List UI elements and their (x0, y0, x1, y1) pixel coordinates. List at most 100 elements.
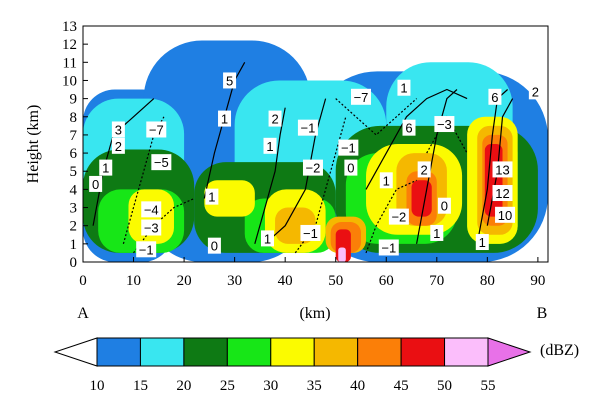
contour-label-text: −1 (301, 121, 316, 136)
contour-label: 5 (223, 72, 237, 89)
contour-label-text: 1 (208, 190, 215, 205)
contour-label-box (223, 72, 237, 89)
contour-label-text: 1 (400, 81, 407, 96)
contour-label-text: −3 (437, 117, 452, 132)
contour-label-text: 12 (495, 186, 509, 201)
contour-label-box (488, 88, 502, 105)
contour-label-box (99, 159, 113, 176)
colorbar-level-label: 55 (481, 378, 496, 394)
contour-label-box (350, 88, 371, 105)
contour-label: −5 (151, 154, 172, 171)
contour-label-text: 1 (102, 161, 109, 176)
contour-label-text: −7 (149, 122, 164, 137)
reflectivity-cell (484, 144, 503, 217)
y-tick-label: 8 (70, 110, 78, 126)
contour-label: 2 (111, 137, 125, 154)
contour-line-positive (486, 98, 514, 226)
y-tick-label: 7 (70, 128, 78, 144)
contour-label-box (434, 116, 455, 133)
colorbar-level-label: 30 (263, 378, 278, 394)
contour-label-box (146, 121, 167, 138)
contour-label-box (344, 159, 358, 176)
contour-label-text: −1 (341, 141, 356, 156)
x-tick-label: 0 (79, 273, 87, 289)
contour-label: −7 (350, 88, 371, 105)
contour-label-text: 5 (226, 73, 233, 88)
contour-label: 1 (218, 110, 232, 127)
y-tick-label: 0 (70, 255, 78, 271)
x-tick-label: 70 (429, 273, 444, 289)
contour-line-positive (254, 107, 286, 244)
contour-label-text: 3 (115, 122, 122, 137)
x-tick-label: 90 (530, 273, 545, 289)
contour-label: −1 (136, 241, 157, 258)
x-tick-label: 10 (126, 273, 141, 289)
contour-label-text: 1 (266, 139, 273, 154)
colorbar-swatch (226, 337, 272, 367)
contour-label-text: 0 (92, 177, 99, 192)
contour-label-text: 6 (491, 90, 498, 105)
contour-label-box (528, 83, 542, 100)
contour-label: 1 (475, 234, 489, 251)
contour-label-box (379, 172, 393, 189)
contour-label: 1 (99, 159, 113, 176)
contour-label: −4 (141, 201, 162, 218)
contour-label: −2 (388, 208, 409, 225)
contour-label-text: −2 (391, 210, 406, 225)
contour-label-text: 2 (532, 84, 539, 99)
y-tick-label: 2 (70, 219, 78, 235)
y-tick-label: 10 (62, 73, 77, 89)
contour-label: −1 (297, 119, 318, 136)
contour-label: −1 (378, 239, 399, 256)
contour-label-text: −1 (381, 240, 396, 255)
contour-label: 0 (207, 237, 221, 254)
x-tick-label: 40 (278, 273, 293, 289)
plot-frame (82, 25, 549, 263)
y-tick-label: 12 (62, 37, 77, 53)
contour-label-box (141, 219, 162, 236)
contour-label-box (205, 188, 219, 205)
x-axis-label: (km) (299, 305, 330, 322)
x-tick-label: 50 (328, 273, 343, 289)
colorbar: 10 15 20 25 30 35 40 45 50 55 (53, 337, 532, 394)
colorbar-level-label: 10 (90, 378, 105, 394)
contour-label-text: 1 (433, 226, 440, 241)
contour-label: 3 (111, 121, 125, 138)
contour-label-text: 0 (347, 161, 354, 176)
contour-line-positive (365, 88, 468, 190)
contour-label: 1 (205, 188, 219, 205)
colorbar-level-label: 50 (437, 378, 452, 394)
contour-label: 1 (263, 137, 277, 154)
y-tick-label: 1 (70, 237, 78, 253)
colorbar-unit: (dBZ) (540, 342, 579, 359)
contour-label-box (495, 206, 516, 223)
colorbar-level-label: 35 (307, 378, 322, 394)
contour-label: −7 (146, 121, 167, 138)
contour-label-text: 1 (479, 235, 486, 250)
colorbar-swatch (357, 337, 402, 367)
contour-label-box (475, 234, 489, 251)
colorbar-level-label: 15 (133, 378, 148, 394)
y-tick-label: 5 (70, 164, 78, 180)
contour-label-box (263, 137, 277, 154)
colorbar-level-label: 25 (220, 378, 235, 394)
y-tick-label: 6 (70, 146, 78, 162)
y-tick-label: 4 (70, 182, 78, 198)
colorbar-over-arrow (487, 337, 532, 367)
contour-label-text: 6 (405, 121, 412, 136)
contour-label-text: 0 (211, 239, 218, 254)
contour-label-box (437, 197, 451, 214)
contour-label: 12 (492, 185, 513, 202)
endpoint-label-a: A (77, 305, 89, 322)
contour-label-text: 0 (441, 199, 448, 214)
endpoint-label-b: B (537, 305, 548, 322)
contour-label: 1 (430, 224, 444, 241)
contour-label: 6 (488, 88, 502, 105)
contour-label-box (402, 119, 416, 136)
reflectivity-field (83, 40, 548, 262)
contour-label-box (207, 237, 221, 254)
contour-label-box (417, 161, 431, 178)
colorbar-swatch (139, 337, 185, 367)
